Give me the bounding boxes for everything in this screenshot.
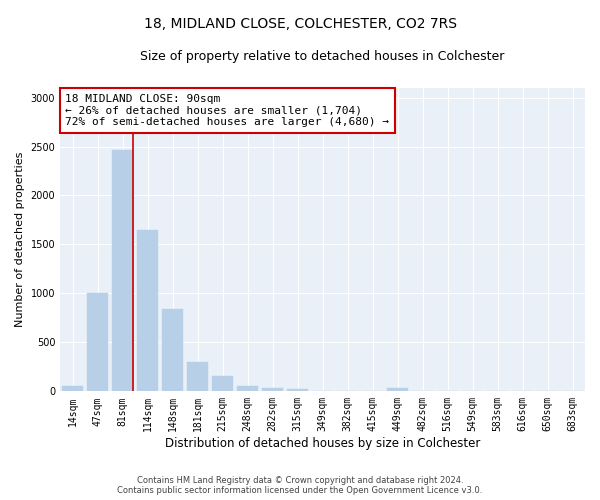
Bar (187, 362, 208, 392)
Text: 18, MIDLAND CLOSE, COLCHESTER, CO2 7RS: 18, MIDLAND CLOSE, COLCHESTER, CO2 7RS (143, 18, 457, 32)
Bar (287, 390, 308, 392)
Bar (137, 230, 158, 392)
Y-axis label: Number of detached properties: Number of detached properties (15, 152, 25, 327)
Bar (387, 388, 408, 392)
Bar (87, 294, 108, 392)
Bar (162, 309, 183, 392)
Bar (237, 386, 258, 392)
Bar (262, 388, 283, 392)
Bar (62, 386, 83, 392)
Bar (112, 150, 133, 392)
Text: Contains HM Land Registry data © Crown copyright and database right 2024.
Contai: Contains HM Land Registry data © Crown c… (118, 476, 482, 495)
Bar (212, 376, 233, 392)
Text: 18 MIDLAND CLOSE: 90sqm
← 26% of detached houses are smaller (1,704)
72% of semi: 18 MIDLAND CLOSE: 90sqm ← 26% of detache… (65, 94, 389, 127)
Title: Size of property relative to detached houses in Colchester: Size of property relative to detached ho… (140, 50, 505, 63)
X-axis label: Distribution of detached houses by size in Colchester: Distribution of detached houses by size … (165, 437, 480, 450)
